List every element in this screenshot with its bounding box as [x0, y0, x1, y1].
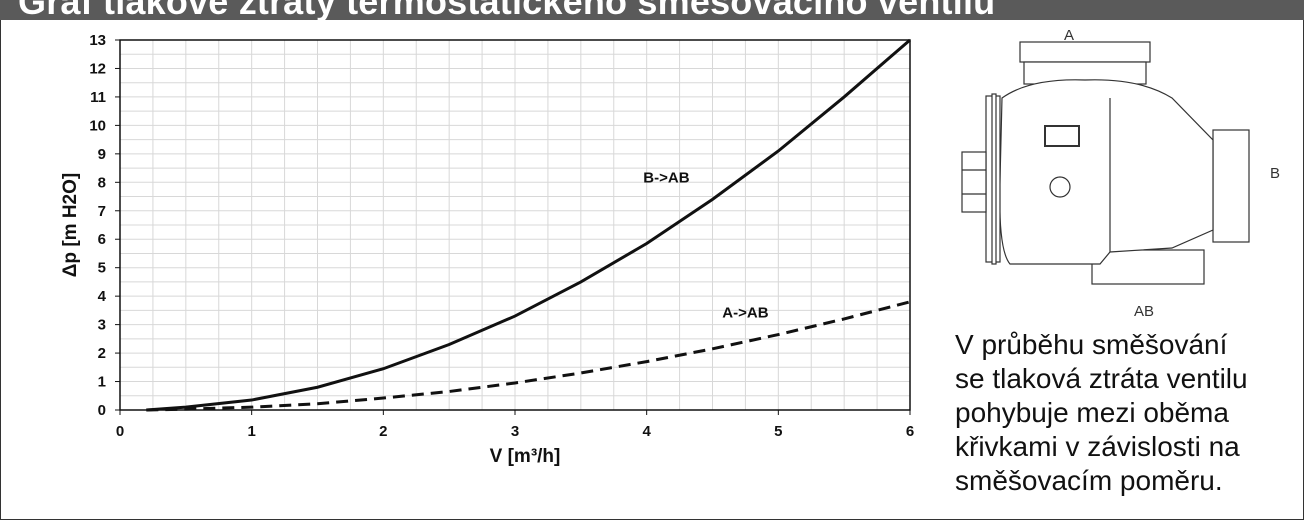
- port-b-thread: [1212, 129, 1250, 243]
- y-tick-label: 13: [89, 32, 106, 49]
- x-tick-label: 5: [774, 423, 782, 440]
- y-tick-label: 3: [98, 317, 106, 334]
- y-tick-label: 2: [98, 345, 106, 362]
- x-tick-label: 6: [906, 423, 914, 440]
- y-tick-label: 12: [89, 60, 106, 77]
- y-tick-label: 6: [98, 231, 106, 248]
- series-line-b-ab: [146, 38, 911, 412]
- brand-logo-icon: [1049, 176, 1071, 198]
- y-tick-label: 4: [98, 288, 107, 305]
- x-tick-label: 2: [379, 423, 387, 440]
- x-tick-label: 0: [116, 423, 124, 440]
- port-ab-thread: [1091, 249, 1205, 285]
- valve-body: [999, 79, 1214, 265]
- port-ab-label: AB: [1134, 303, 1154, 320]
- port-a-thread: [1019, 41, 1151, 63]
- mixing-note: V průběhu směšování se tlaková ztráta ve…: [955, 329, 1248, 496]
- valve-window: [1044, 125, 1080, 147]
- y-tick-label: 11: [90, 89, 106, 106]
- title-bar: Graf tlakové ztráty termostatického směš…: [0, 0, 1304, 20]
- series-label: A->AB: [722, 305, 768, 322]
- y-tick-label: 9: [98, 146, 106, 163]
- page-title: Graf tlakové ztráty termostatického směš…: [18, 0, 995, 20]
- y-tick-label: 1: [98, 374, 106, 391]
- port-b-label: B: [1270, 165, 1280, 182]
- y-tick-label: 7: [98, 203, 106, 220]
- series-line-a-ab: [146, 300, 911, 412]
- x-axis-label: V [m³/h]: [490, 446, 561, 467]
- port-a-label: A: [1064, 27, 1074, 44]
- x-tick-label: 1: [247, 423, 255, 440]
- x-tick-label: 4: [642, 423, 651, 440]
- valve-drawing: A B AB: [961, 27, 1280, 320]
- x-tick-label: 3: [511, 423, 519, 440]
- y-tick-label: 0: [98, 402, 106, 419]
- series-label: B->AB: [643, 169, 689, 186]
- y-tick-label: 5: [98, 260, 106, 277]
- valve-knob: [961, 151, 987, 213]
- y-tick-label: 10: [89, 117, 106, 134]
- y-tick-label: 8: [98, 174, 106, 191]
- y-axis-label: Δp [m H2O]: [60, 173, 81, 277]
